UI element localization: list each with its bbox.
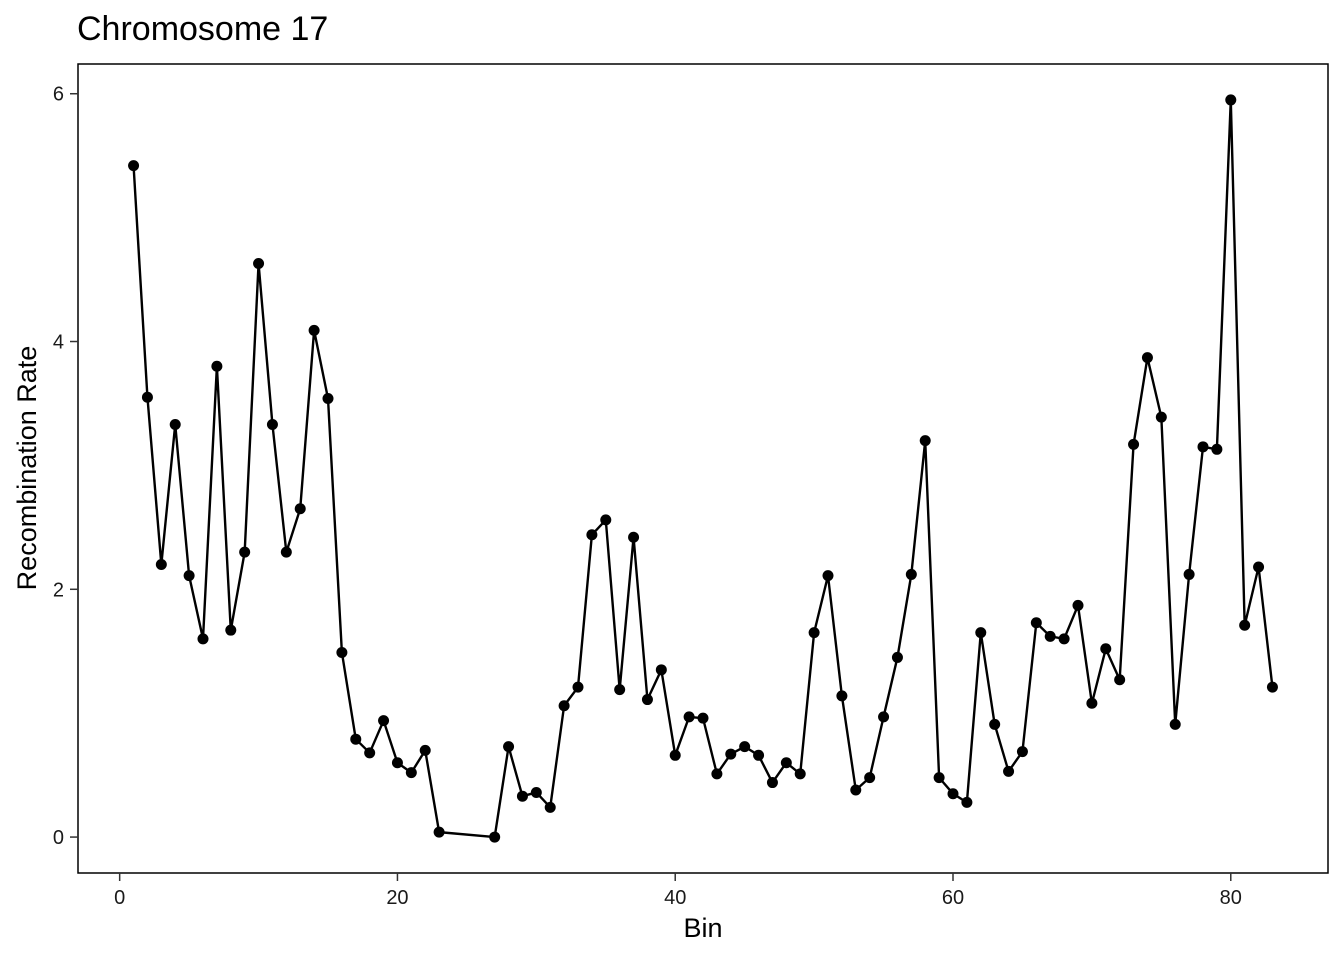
data-point bbox=[433, 826, 445, 838]
data-point bbox=[1072, 599, 1084, 611]
series-layer bbox=[128, 94, 1278, 843]
data-point bbox=[1155, 411, 1167, 423]
data-point bbox=[239, 546, 251, 558]
y-tick-label: 2 bbox=[53, 579, 64, 601]
data-point bbox=[266, 419, 278, 431]
data-point bbox=[1211, 443, 1223, 455]
x-tick-label: 80 bbox=[1220, 887, 1242, 909]
data-point bbox=[878, 711, 890, 723]
data-point bbox=[419, 744, 431, 756]
data-point bbox=[739, 741, 751, 753]
data-point bbox=[1030, 617, 1042, 629]
y-tick-label: 4 bbox=[53, 332, 64, 354]
data-point bbox=[350, 733, 362, 745]
data-point bbox=[1183, 568, 1195, 580]
data-point bbox=[891, 651, 903, 663]
data-point bbox=[322, 393, 334, 404]
data-point bbox=[628, 531, 640, 543]
data-point bbox=[989, 718, 1001, 730]
data-point bbox=[489, 831, 501, 843]
data-point bbox=[1239, 619, 1251, 631]
data-point bbox=[614, 684, 626, 696]
data-point bbox=[183, 570, 195, 582]
data-point bbox=[1114, 674, 1126, 686]
data-point bbox=[336, 646, 348, 658]
data-point bbox=[864, 772, 876, 784]
data-point bbox=[558, 700, 570, 712]
data-point bbox=[405, 767, 417, 779]
data-point bbox=[225, 624, 237, 636]
x-tick-label: 60 bbox=[942, 887, 964, 909]
data-point bbox=[211, 360, 223, 372]
data-point bbox=[794, 768, 806, 780]
data-point bbox=[1128, 438, 1140, 450]
data-point bbox=[169, 419, 181, 431]
data-point bbox=[1044, 630, 1056, 642]
data-point bbox=[850, 784, 862, 796]
plot-panel-border bbox=[77, 63, 1329, 874]
data-point bbox=[975, 627, 987, 639]
data-point bbox=[766, 777, 778, 789]
data-point bbox=[1253, 561, 1265, 573]
data-point bbox=[503, 741, 515, 753]
y-tick-label: 0 bbox=[53, 827, 64, 849]
y-tick-label: 6 bbox=[53, 84, 64, 106]
data-point bbox=[1086, 697, 1098, 709]
data-point bbox=[572, 681, 584, 693]
data-point bbox=[753, 749, 765, 761]
data-point bbox=[905, 568, 917, 580]
data-point bbox=[711, 768, 723, 780]
data-point bbox=[822, 570, 834, 582]
data-point bbox=[1169, 718, 1181, 730]
data-point bbox=[655, 664, 667, 676]
data-point bbox=[586, 529, 598, 541]
data-point bbox=[1197, 441, 1209, 453]
data-point bbox=[780, 757, 792, 769]
x-tick-label: 40 bbox=[664, 887, 686, 909]
data-point bbox=[808, 627, 820, 639]
data-point bbox=[1225, 94, 1237, 106]
data-point bbox=[961, 796, 973, 808]
x-tick-label: 20 bbox=[386, 887, 408, 909]
chart-title: Chromosome 17 bbox=[77, 10, 328, 48]
data-point bbox=[1266, 681, 1278, 693]
data-point bbox=[947, 788, 959, 800]
data-point bbox=[1003, 765, 1015, 777]
data-point bbox=[378, 715, 390, 727]
data-point bbox=[697, 712, 709, 724]
data-point bbox=[155, 559, 167, 571]
data-point bbox=[933, 772, 945, 784]
data-point bbox=[141, 391, 153, 403]
data-point bbox=[1141, 352, 1153, 364]
y-axis-label: Recombination Rate bbox=[12, 346, 42, 591]
data-point bbox=[641, 694, 653, 706]
data-point bbox=[836, 690, 848, 702]
data-point bbox=[919, 435, 931, 447]
data-point bbox=[600, 514, 612, 526]
data-point bbox=[1016, 746, 1028, 758]
data-point bbox=[253, 257, 265, 269]
data-point bbox=[1058, 633, 1070, 645]
x-axis-label: Bin bbox=[683, 913, 722, 943]
data-point bbox=[725, 748, 737, 760]
x-tick-label: 0 bbox=[114, 887, 125, 909]
data-point bbox=[391, 757, 403, 769]
data-point bbox=[308, 324, 320, 336]
data-point bbox=[530, 786, 542, 798]
data-point bbox=[1100, 643, 1112, 655]
x-axis: 0 20 40 60 80 bbox=[114, 873, 1242, 909]
series-line bbox=[132, 98, 1274, 839]
data-point bbox=[544, 801, 556, 813]
data-point bbox=[294, 503, 306, 515]
data-point bbox=[364, 747, 376, 759]
y-axis: 0 2 4 6 bbox=[53, 84, 78, 849]
data-point bbox=[128, 160, 140, 172]
data-point bbox=[280, 546, 292, 558]
data-point bbox=[683, 711, 695, 723]
data-point bbox=[669, 749, 681, 761]
data-point bbox=[197, 633, 209, 645]
data-point bbox=[516, 790, 528, 802]
